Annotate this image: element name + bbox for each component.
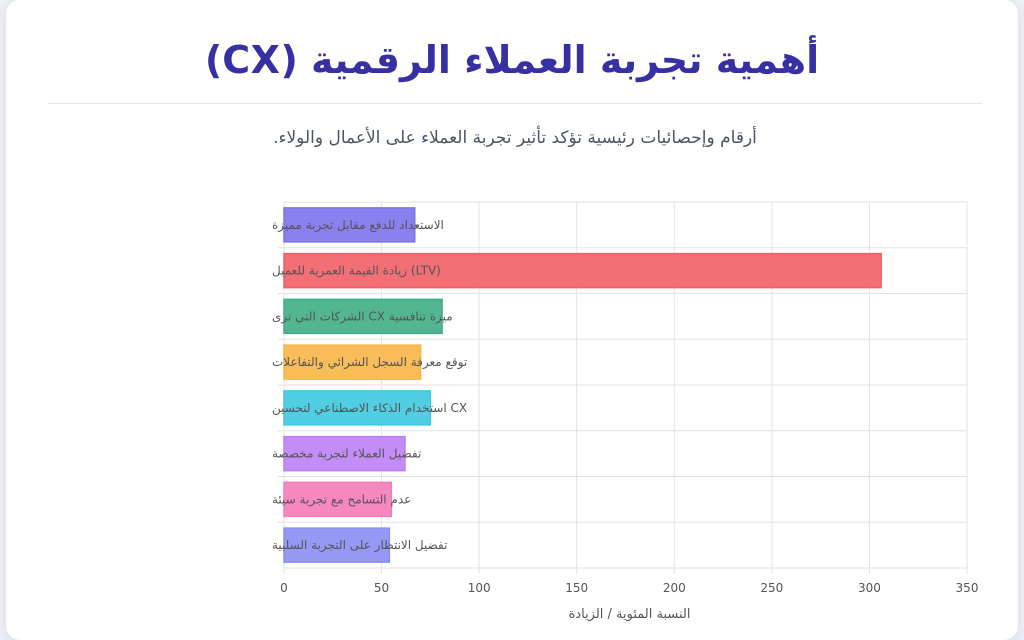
category-label-2: ميزة تنافسية CX الشركات التي ترى bbox=[272, 309, 453, 324]
x-tick-label-6: 300 bbox=[858, 581, 881, 595]
bar-5 bbox=[283, 435, 406, 472]
bar-2 bbox=[283, 298, 443, 335]
x-tick-label-1: 50 bbox=[374, 581, 389, 595]
bar-1 bbox=[283, 252, 882, 289]
page-subtitle: أرقام وإحصائيات رئيسية تؤكد تأثير تجربة … bbox=[273, 128, 757, 148]
title-divider bbox=[48, 103, 982, 104]
bar-6 bbox=[283, 481, 393, 518]
category-label-6: عدم التسامح مع تجربة سيئة bbox=[272, 492, 411, 507]
bar-0 bbox=[283, 207, 416, 243]
x-tick-label-0: 0 bbox=[280, 581, 288, 595]
x-tick-label-3: 150 bbox=[565, 581, 588, 595]
category-label-5: تفضيل العملاء لتجربة مخصصة bbox=[272, 447, 421, 462]
bar-7 bbox=[283, 527, 391, 563]
x-tick-label-7: 350 bbox=[956, 581, 979, 595]
page-title: أهمية تجربة العملاء الرقمية (CX) bbox=[204, 38, 820, 82]
category-label-1: (LTV) زيادة القيمة العمرية للعميل bbox=[272, 264, 441, 279]
bar-3 bbox=[283, 344, 422, 380]
x-axis-title: النسبة المئوية / الزيادة bbox=[568, 607, 690, 622]
x-tick-label-5: 250 bbox=[760, 581, 783, 595]
bar-4 bbox=[283, 390, 432, 426]
category-label-7: تفضيل الانتظار على التجربة السلبية bbox=[272, 538, 447, 553]
category-label-3: توقع معرفة السجل الشرائي والتفاعلات bbox=[272, 355, 467, 370]
x-tick-label-4: 200 bbox=[663, 581, 686, 595]
chart-card bbox=[6, 0, 1018, 640]
category-label-4: CX استخدام الذكاء الاصطناعي لتحسين bbox=[272, 401, 467, 416]
x-tick-label-2: 100 bbox=[468, 581, 491, 595]
category-label-0: الاستعداد للدفع مقابل تجربة مميزة bbox=[272, 218, 444, 233]
